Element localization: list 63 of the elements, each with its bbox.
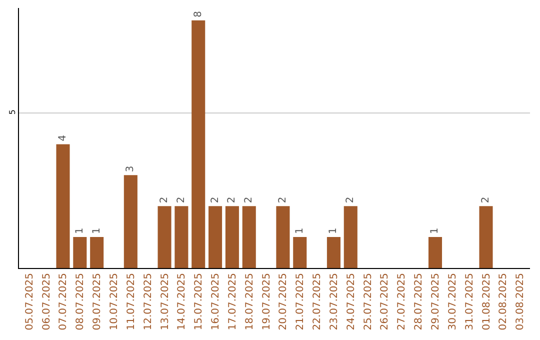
data-label: 4 xyxy=(57,134,68,142)
bar xyxy=(428,237,442,268)
x-tick-label: 08.07.2025 xyxy=(75,273,86,330)
x-tick-label: 23.07.2025 xyxy=(328,273,340,330)
data-label: 2 xyxy=(159,196,170,204)
x-tick-label: 26.07.2025 xyxy=(380,273,391,330)
x-tick-label: 05.07.2025 xyxy=(24,273,36,330)
bar xyxy=(90,237,104,268)
x-tick-label: 21.07.2025 xyxy=(295,273,306,330)
x-tick-label: 18.07.2025 xyxy=(244,273,256,330)
x-tick-label: 27.07.2025 xyxy=(396,273,408,330)
bar xyxy=(276,206,290,268)
x-tick-label: 31.07.2025 xyxy=(464,273,476,330)
x-tick-label: 28.07.2025 xyxy=(414,273,425,330)
x-tick-label: 15.07.2025 xyxy=(194,273,205,330)
x-tick-label: 10.07.2025 xyxy=(109,273,120,330)
data-label: 1 xyxy=(430,228,441,234)
x-tick-label: 02.08.2025 xyxy=(498,273,510,330)
x-tick-label: 30.07.2025 xyxy=(447,273,458,330)
x-tick-label: 14.07.2025 xyxy=(176,273,188,330)
data-label: 1 xyxy=(74,228,86,234)
x-tick-label: 29.07.2025 xyxy=(430,273,442,330)
data-label: 3 xyxy=(125,166,136,172)
bar xyxy=(73,237,87,268)
data-label: 1 xyxy=(328,228,340,234)
data-label: 2 xyxy=(480,196,492,204)
x-tick-label: 24.07.2025 xyxy=(346,273,357,330)
x-tick-label: 20.07.2025 xyxy=(278,273,290,330)
x-tick-label: 01.08.2025 xyxy=(481,273,492,330)
data-label: 1 xyxy=(294,228,306,234)
bar xyxy=(56,144,70,268)
x-tick-label: 11.07.2025 xyxy=(126,273,137,330)
bar xyxy=(479,206,493,268)
x-tick-label: 22.07.2025 xyxy=(312,273,324,330)
data-label: 1 xyxy=(91,228,102,234)
x-tick-label: 16.07.2025 xyxy=(210,273,222,330)
x-tick-label: 09.07.2025 xyxy=(92,273,104,330)
x-tick-label: 03.08.2025 xyxy=(515,273,526,330)
y-tick-label: 5 xyxy=(8,109,17,115)
x-tick-label: 25.07.2025 xyxy=(362,273,374,330)
x-tick-label: 13.07.2025 xyxy=(160,273,171,330)
bar xyxy=(124,175,138,268)
data-label: 2 xyxy=(277,196,288,204)
x-tick-label: 12.07.2025 xyxy=(142,273,154,330)
bar xyxy=(326,237,340,268)
bar xyxy=(293,237,307,268)
x-tick-label: 17.07.2025 xyxy=(227,273,238,330)
bar xyxy=(192,20,206,268)
bar xyxy=(225,206,239,268)
data-label: 2 xyxy=(210,196,221,204)
bar xyxy=(158,206,172,268)
data-label: 2 xyxy=(226,196,238,204)
data-label: 8 xyxy=(192,11,204,18)
x-tick-label: 06.07.2025 xyxy=(41,273,52,330)
bar xyxy=(242,206,256,268)
x-tick-label: 19.07.2025 xyxy=(261,273,272,330)
bar xyxy=(208,206,222,268)
data-label: 2 xyxy=(345,196,356,204)
x-tick-label: 07.07.2025 xyxy=(58,273,70,330)
bar xyxy=(174,206,188,268)
data-label: 2 xyxy=(244,196,255,204)
data-label: 2 xyxy=(176,196,187,204)
bar xyxy=(344,206,358,268)
